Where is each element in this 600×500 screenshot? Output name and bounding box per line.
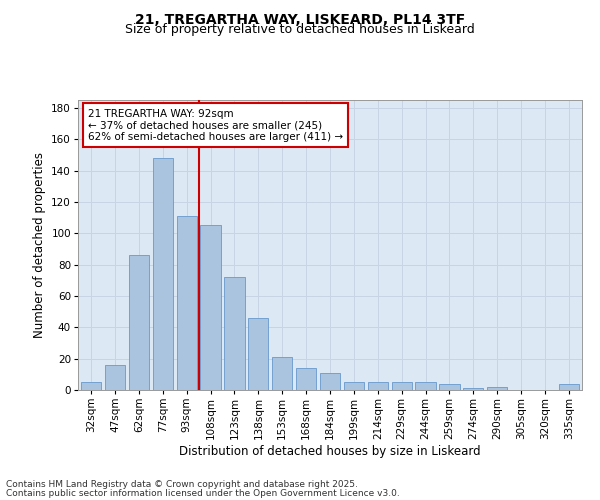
Bar xyxy=(129,255,149,390)
Bar xyxy=(439,384,460,390)
Bar xyxy=(463,388,484,390)
Bar xyxy=(368,382,388,390)
Text: Size of property relative to detached houses in Liskeard: Size of property relative to detached ho… xyxy=(125,22,475,36)
Bar xyxy=(224,277,245,390)
X-axis label: Distribution of detached houses by size in Liskeard: Distribution of detached houses by size … xyxy=(179,444,481,458)
Bar xyxy=(105,365,125,390)
Bar xyxy=(248,318,268,390)
Text: 21, TREGARTHA WAY, LISKEARD, PL14 3TF: 21, TREGARTHA WAY, LISKEARD, PL14 3TF xyxy=(135,12,465,26)
Bar xyxy=(296,368,316,390)
Y-axis label: Number of detached properties: Number of detached properties xyxy=(33,152,46,338)
Bar xyxy=(320,373,340,390)
Bar xyxy=(392,382,412,390)
Text: 21 TREGARTHA WAY: 92sqm
← 37% of detached houses are smaller (245)
62% of semi-d: 21 TREGARTHA WAY: 92sqm ← 37% of detache… xyxy=(88,108,343,142)
Bar xyxy=(200,226,221,390)
Bar xyxy=(415,382,436,390)
Bar xyxy=(344,382,364,390)
Bar xyxy=(152,158,173,390)
Bar xyxy=(487,387,508,390)
Bar xyxy=(176,216,197,390)
Bar xyxy=(272,357,292,390)
Bar xyxy=(81,382,101,390)
Text: Contains HM Land Registry data © Crown copyright and database right 2025.: Contains HM Land Registry data © Crown c… xyxy=(6,480,358,489)
Bar xyxy=(559,384,579,390)
Text: Contains public sector information licensed under the Open Government Licence v3: Contains public sector information licen… xyxy=(6,488,400,498)
